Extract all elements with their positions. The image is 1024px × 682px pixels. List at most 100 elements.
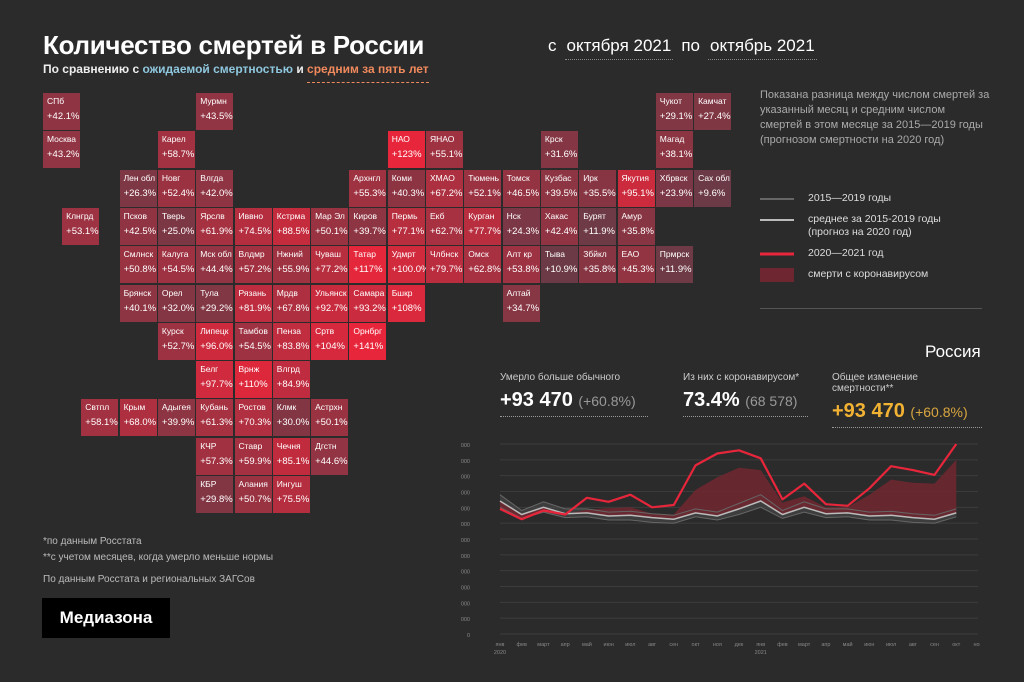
map-region-cell[interactable]: Ульянск +92.7% xyxy=(311,284,349,322)
map-region-cell[interactable]: Калуга +54.5% xyxy=(157,246,195,284)
deaths-line-chart: 0 20 000 40 000 60 000 80 000 100 000 120 000 1… xyxy=(460,443,980,656)
period-to-select[interactable]: октябрь 2021 xyxy=(708,36,817,60)
map-region-cell[interactable]: Астрхн +50.1% xyxy=(311,399,349,437)
map-region-value: +35.8% xyxy=(583,264,616,276)
map-region-cell[interactable]: Смлнск +50.8% xyxy=(119,246,157,284)
map-region-cell[interactable]: Новг +52.4% xyxy=(157,169,195,207)
map-region-cell[interactable]: Пермь +77.1% xyxy=(387,207,425,245)
map-region-cell[interactable]: Иввно +74.5% xyxy=(234,207,272,245)
map-region-cell[interactable]: Ростов +70.3% xyxy=(234,399,272,437)
map-region-cell[interactable]: Курск +52.7% xyxy=(157,322,195,360)
map-region-cell[interactable]: Сртв +104% xyxy=(311,322,349,360)
map-region-cell[interactable]: Бурят +11.9% xyxy=(579,207,617,245)
period-from-select[interactable]: октября 2021 xyxy=(564,36,674,60)
map-region-cell[interactable]: Татар +117% xyxy=(349,246,387,284)
map-region-cell[interactable]: Карел +58.7% xyxy=(157,131,195,169)
map-region-cell[interactable]: Мурмн +43.5% xyxy=(196,93,234,130)
map-region-cell[interactable]: Ингуш +75.5% xyxy=(272,476,310,513)
map-region-cell[interactable]: Пенза +83.8% xyxy=(272,322,310,360)
map-region-cell[interactable]: Алания +50.7% xyxy=(234,476,272,513)
map-region-cell[interactable]: Тула +29.2% xyxy=(196,284,234,322)
map-region-cell[interactable]: Амур +35.8% xyxy=(617,207,655,245)
map-region-cell[interactable]: Нжний +55.9% xyxy=(272,246,310,284)
map-region-cell[interactable]: Адыгея +39.9% xyxy=(157,399,195,437)
y-axis: 0 20 000 40 000 60 000 80 000 100 000 120 000 1… xyxy=(460,443,470,639)
map-region-value: +50.1% xyxy=(315,225,348,237)
map-region-cell[interactable]: Самара +93.2% xyxy=(349,284,387,322)
map-region-cell[interactable]: Мар Эл +50.1% xyxy=(311,207,349,245)
map-region-cell[interactable]: Прмрск +11.9% xyxy=(655,246,693,284)
map-region-cell[interactable]: Липецк +96.0% xyxy=(196,322,234,360)
map-region-cell[interactable]: Члбнск +79.7% xyxy=(426,246,463,284)
map-region-cell[interactable]: Омск +62.8% xyxy=(464,246,502,284)
map-region-cell[interactable]: Орнбрг +141% xyxy=(349,322,387,360)
map-region-cell[interactable]: Тыва +10.9% xyxy=(540,246,578,284)
map-region-name: Томск xyxy=(506,172,530,183)
map-region-cell[interactable]: Свтпл +58.1% xyxy=(81,399,119,437)
stat-excess-underline xyxy=(500,416,648,417)
map-region-cell[interactable]: Тюмень +52.1% xyxy=(464,169,502,207)
map-region-cell[interactable]: Удмрт +100.0% xyxy=(387,246,429,284)
map-region-cell[interactable]: Коми +40.3% xyxy=(387,169,425,207)
map-region-cell[interactable]: Тверь +25.0% xyxy=(157,207,195,245)
map-region-cell[interactable]: Белг +97.7% xyxy=(196,361,234,399)
map-region-cell[interactable]: Крым +68.0% xyxy=(119,399,157,437)
map-region-cell[interactable]: Кубань +61.3% xyxy=(196,399,234,437)
mediazona-logo[interactable]: Медиазона xyxy=(42,598,170,638)
map-region-cell[interactable]: Крск +31.6% xyxy=(540,131,578,169)
map-region-cell[interactable]: Брянск +40.1% xyxy=(119,284,157,322)
map-region-cell[interactable]: КЧР +57.3% xyxy=(196,437,234,475)
map-region-cell[interactable]: Курган +77.7% xyxy=(464,207,502,245)
map-region-cell[interactable]: Мск обл +44.4% xyxy=(196,246,234,284)
map-region-cell[interactable]: Киров +39.7% xyxy=(349,207,387,245)
map-region-cell[interactable]: ЯНАО +55.1% xyxy=(426,131,463,169)
map-region-cell[interactable]: КБР +29.8% xyxy=(196,476,234,513)
map-region-cell[interactable]: Магад +38.1% xyxy=(655,131,693,169)
map-region-cell[interactable]: Влдмр +57.2% xyxy=(234,246,272,284)
map-region-cell[interactable]: Ставр +59.9% xyxy=(234,437,272,475)
map-region-cell[interactable]: Лен обл +26.3% xyxy=(119,169,157,207)
map-region-cell[interactable]: Алт кр +53.8% xyxy=(502,246,540,284)
map-region-cell[interactable]: Чукот +29.1% xyxy=(655,93,693,130)
subtitle-expected-link[interactable]: ожидаемой смертностью xyxy=(142,62,293,76)
map-region-cell[interactable]: Врнж +110% xyxy=(234,361,272,399)
map-region-cell[interactable]: Ярслв +61.9% xyxy=(196,207,234,245)
map-region-cell[interactable]: Влгрд +84.9% xyxy=(272,361,310,399)
average-line xyxy=(499,500,957,520)
map-region-cell[interactable]: ХМАО +67.2% xyxy=(426,169,463,207)
map-region-cell[interactable]: Хбрвск +23.9% xyxy=(655,169,693,207)
map-region-cell[interactable]: НАО +123% xyxy=(387,131,425,169)
map-region-cell[interactable]: Мрдв +67.8% xyxy=(272,284,310,322)
map-region-name: Пенза xyxy=(276,325,301,336)
subtitle-average-link[interactable]: средним за пять лет xyxy=(307,62,429,83)
map-region-cell[interactable]: Влгда +42.0% xyxy=(196,169,234,207)
map-region-cell[interactable]: Кузбас +39.5% xyxy=(540,169,578,207)
map-region-cell[interactable]: Клмк +30.0% xyxy=(272,399,310,437)
map-region-cell[interactable]: Клнгрд +53.1% xyxy=(62,207,100,245)
map-region-cell[interactable]: Хакас +42.4% xyxy=(540,207,578,245)
map-region-cell[interactable]: Рязань +81.9% xyxy=(234,284,272,322)
map-region-cell[interactable]: Ирк +35.5% xyxy=(579,169,617,207)
map-region-cell[interactable]: Чечня +85.1% xyxy=(272,437,310,475)
map-region-cell[interactable]: Бшкр +108% xyxy=(387,284,425,322)
map-region-cell[interactable]: Москва +43.2% xyxy=(43,131,80,169)
map-region-name: Камчат xyxy=(698,96,727,106)
map-region-cell[interactable]: Дгстн +44.6% xyxy=(311,437,349,475)
map-region-cell[interactable]: Екб +62.7% xyxy=(426,207,463,245)
map-region-cell[interactable]: Кстрма +88.5% xyxy=(272,207,310,245)
map-region-cell[interactable]: Томск +46.5% xyxy=(502,169,540,207)
map-region-cell[interactable]: Сах обл +9.6% xyxy=(694,169,732,207)
map-region-cell[interactable]: Камчат +27.4% xyxy=(694,93,732,130)
map-region-cell[interactable]: Чуваш +77.2% xyxy=(311,246,349,284)
map-region-cell[interactable]: Архнгл +55.3% xyxy=(349,169,387,207)
map-region-cell[interactable]: Збйкл +35.8% xyxy=(579,246,617,284)
map-region-name: Ставр xyxy=(238,440,263,451)
map-region-cell[interactable]: Тамбов +54.5% xyxy=(234,322,272,360)
map-region-cell[interactable]: Нск +24.3% xyxy=(502,207,540,245)
map-region-cell[interactable]: Орел +32.0% xyxy=(157,284,195,322)
map-region-cell[interactable]: СПб +42.1% xyxy=(43,93,80,130)
map-region-cell[interactable]: Якутия +95.1% xyxy=(617,169,655,207)
map-region-cell[interactable]: Псков +42.5% xyxy=(119,207,157,245)
map-region-cell[interactable]: Алтай +34.7% xyxy=(502,284,540,322)
map-region-cell[interactable]: ЕАО +45.3% xyxy=(617,246,655,284)
